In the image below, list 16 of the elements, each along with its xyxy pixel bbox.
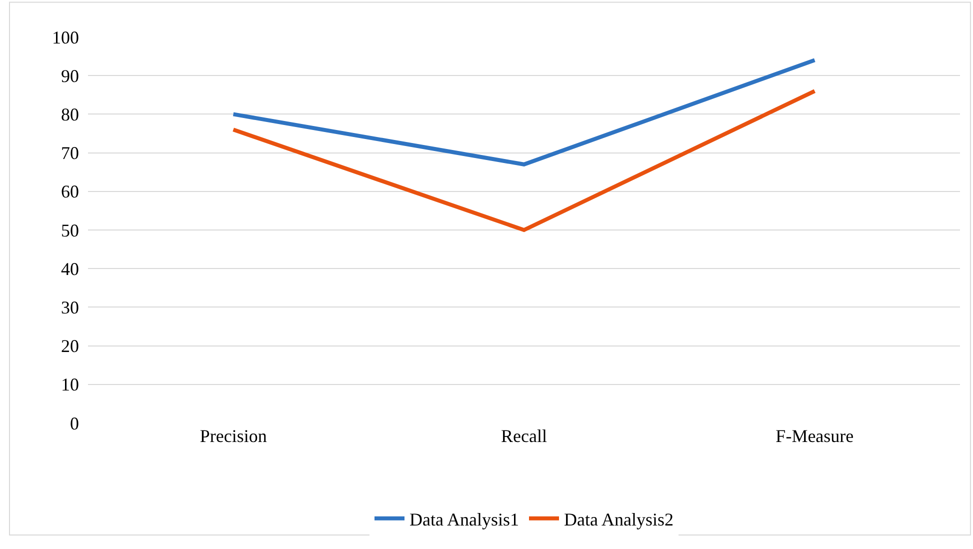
x-tick-label: Precision (200, 426, 267, 446)
y-tick-label: 40 (61, 258, 79, 279)
y-tick-label: 20 (61, 336, 79, 356)
legend-label: Data Analysis2 (564, 509, 674, 530)
y-tick-label: 90 (61, 66, 79, 86)
y-tick-label: 0 (70, 413, 79, 434)
y-tick-label: 50 (61, 220, 79, 240)
legend-label: Data Analysis1 (410, 509, 519, 530)
y-tick-label: 60 (61, 182, 79, 202)
x-tick-label: F-Measure (776, 426, 854, 446)
y-tick-label: 100 (52, 27, 79, 48)
y-tick-label: 80 (61, 104, 79, 124)
y-tick-label: 70 (61, 143, 79, 164)
y-tick-label: 30 (61, 298, 79, 318)
x-tick-label: Recall (501, 426, 547, 446)
y-tick-label: 10 (61, 374, 79, 395)
